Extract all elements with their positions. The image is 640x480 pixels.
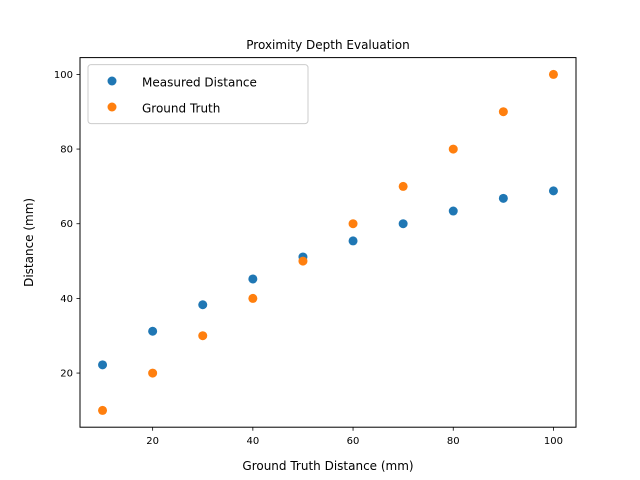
x-axis-ticks: 20 40 60 80 100 — [146, 427, 563, 447]
point-ground-truth-100 — [548, 69, 558, 79]
legend-label-ground-truth: Ground Truth — [142, 102, 220, 116]
point-ground-truth-30 — [198, 331, 208, 341]
point-measured-distance-100 — [548, 186, 558, 196]
point-ground-truth-70 — [398, 181, 408, 191]
point-ground-truth-90 — [498, 107, 508, 117]
point-measured-distance-30 — [198, 300, 208, 310]
point-measured-distance-70 — [398, 219, 408, 229]
legend-box — [87, 64, 309, 125]
x-axis-label: Ground Truth Distance (mm) — [242, 459, 413, 473]
y-tick-label-80: 80 — [60, 145, 73, 156]
x-tick-label-40: 40 — [246, 436, 259, 447]
legend-marker-ground-truth — [107, 102, 117, 112]
chart-title: Proximity Depth Evaluation — [246, 38, 409, 52]
x-tick-label-80: 80 — [447, 436, 460, 447]
x-tick-label-100: 100 — [544, 436, 563, 447]
x-tick-label-20: 20 — [146, 436, 159, 447]
point-measured-distance-20 — [148, 326, 158, 336]
point-ground-truth-40 — [248, 293, 258, 303]
point-measured-distance-80 — [448, 206, 458, 216]
point-measured-distance-40 — [248, 274, 258, 284]
point-measured-distance-60 — [348, 236, 358, 246]
y-tick-label-100: 100 — [54, 70, 73, 81]
y-axis-label: Distance (mm) — [22, 198, 36, 287]
point-ground-truth-50 — [298, 256, 308, 266]
data-points — [98, 69, 558, 415]
y-tick-label-20: 20 — [60, 369, 73, 380]
y-tick-label-60: 60 — [60, 219, 73, 230]
point-ground-truth-80 — [448, 144, 458, 154]
point-ground-truth-60 — [348, 219, 358, 229]
y-axis-ticks: 20 40 60 80 100 — [54, 70, 80, 380]
x-tick-label-60: 60 — [347, 436, 360, 447]
point-ground-truth-10 — [98, 405, 108, 415]
plot-frame — [79, 57, 577, 428]
legend-marker-measured-distance — [107, 76, 117, 86]
y-tick-label-40: 40 — [60, 294, 73, 305]
point-measured-distance-10 — [98, 360, 108, 370]
point-ground-truth-20 — [148, 368, 158, 378]
legend-label-measured-distance: Measured Distance — [142, 76, 257, 90]
point-measured-distance-90 — [498, 193, 508, 203]
legend: Measured Distance Ground Truth — [87, 64, 309, 125]
